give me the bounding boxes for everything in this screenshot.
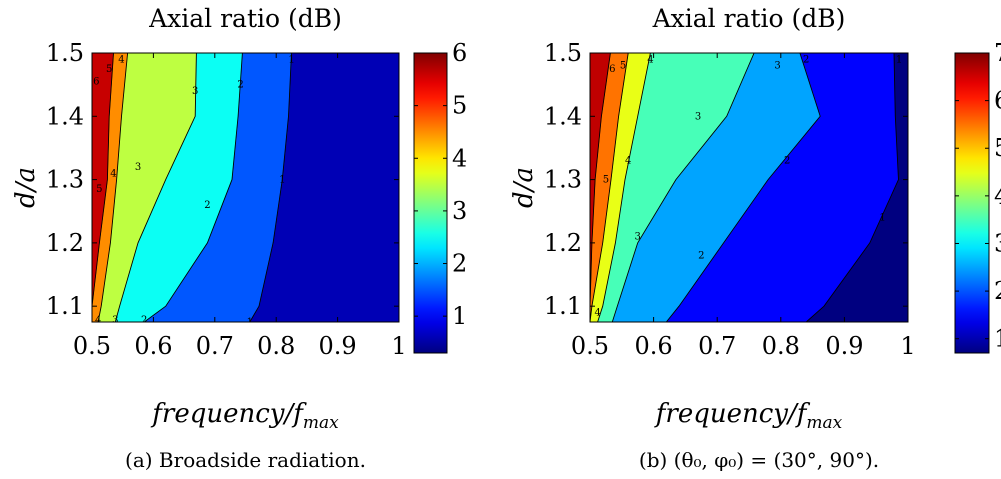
chart-title: Axial ratio (dB) [148, 4, 342, 33]
colorbar-tick-label: 1 [994, 325, 1001, 353]
contour-label: 3 [695, 111, 701, 122]
contour-label: 2 [237, 80, 243, 91]
x-tick-label: 0.9 [319, 332, 357, 360]
contour-line-1 [249, 53, 292, 322]
contour-label: 2 [141, 315, 147, 326]
chart-title: Axial ratio (dB) [652, 4, 846, 33]
y-tick-label: 1.5 [46, 39, 84, 67]
colorbar-tick-label: 6 [452, 39, 467, 67]
contour-label: 5 [106, 64, 112, 75]
colorbar-tick-label: 4 [994, 182, 1001, 210]
x-tick-label: 1 [391, 332, 406, 360]
contour-label: 1 [879, 213, 885, 224]
contour-label: 2 [204, 200, 210, 211]
contour-label: 5 [96, 184, 102, 195]
contour-label: 2 [784, 156, 790, 167]
x-axis-label: frequency/fmax [654, 399, 843, 433]
contour-label: 1 [288, 54, 294, 65]
y-tick-label: 1.1 [544, 292, 582, 320]
x-tick-label: 1 [900, 332, 915, 360]
contour-line-1 [805, 53, 899, 322]
y-tick-label: 1.4 [46, 102, 84, 130]
contour-label: 2 [698, 251, 704, 262]
contour-label: 1 [247, 317, 253, 328]
x-tick-label: 0.8 [762, 332, 800, 360]
x-axis-label: frequency/fmax [150, 399, 339, 433]
y-tick-label: 1.2 [544, 229, 582, 257]
contour-label: 3 [135, 162, 141, 173]
contour-line-3 [114, 53, 197, 322]
y-tick-label: 1.4 [544, 102, 582, 130]
colorbar-tick-label: 5 [994, 134, 1001, 162]
contour-label: 3 [192, 86, 198, 97]
colorbar-tick-label: 6 [994, 87, 1001, 115]
y-tick-label: 1.1 [46, 292, 84, 320]
x-tick-label: 0.5 [571, 332, 609, 360]
x-tick-label: 0.6 [635, 332, 673, 360]
x-tick-label: 0.8 [257, 332, 295, 360]
y-tick-label: 1.5 [544, 39, 582, 67]
contour-label: 3 [774, 61, 780, 72]
x-tick-label: 0.7 [196, 332, 234, 360]
contour-label: 1 [896, 54, 902, 65]
contour-line-4 [597, 53, 651, 322]
y-tick-label: 1.2 [46, 229, 84, 257]
x-tick-label: 0.5 [73, 332, 111, 360]
colorbar [413, 52, 448, 354]
contour-label: 1 [279, 175, 285, 186]
contour-line-5 [590, 53, 629, 322]
contour-label: 3 [112, 315, 118, 326]
x-tick-label: 0.9 [825, 332, 863, 360]
contour-label: 3 [635, 232, 641, 243]
y-axis-label: d/a [11, 167, 41, 208]
contour-label: 4 [95, 315, 101, 326]
contour-label: 4 [118, 54, 124, 65]
x-tick-label: 0.7 [698, 332, 736, 360]
colorbar-tick-label: 1 [452, 302, 467, 330]
contour-line-5 [92, 53, 114, 322]
colorbar-tick-label: 2 [994, 277, 1001, 305]
contour-label: 6 [93, 76, 99, 87]
contour-label: 4 [647, 54, 653, 65]
y-axis-label: d/a [509, 167, 539, 208]
plot-frame [91, 52, 400, 323]
contour-label: 2 [803, 54, 809, 65]
contour-label: 4 [594, 308, 600, 319]
colorbar-tick-label: 4 [452, 144, 467, 172]
colorbar-tick-label: 3 [452, 197, 467, 225]
colorbar-tick-label: 2 [452, 250, 467, 278]
contour-line-4 [97, 53, 129, 322]
contour-label: 4 [625, 156, 631, 167]
colorbar [954, 52, 990, 354]
colorbar-tick-label: 3 [994, 229, 1001, 257]
contour-line-2 [143, 53, 243, 322]
x-tick-label: 0.6 [134, 332, 172, 360]
plot-frame [589, 52, 909, 323]
contour-label: 4 [110, 168, 116, 179]
contour-label: 6 [609, 64, 615, 75]
colorbar-tick-label: 7 [994, 39, 1001, 67]
figure-caption: (b) (θ₀, φ₀) = (30°, 90°). [639, 448, 879, 472]
contour-label: 5 [603, 175, 609, 186]
contour-line-3 [611, 53, 755, 322]
colorbar-tick-label: 5 [452, 92, 467, 120]
y-tick-label: 1.3 [46, 166, 84, 194]
y-tick-label: 1.3 [544, 166, 582, 194]
contour-line-6 [590, 53, 611, 322]
contour-line-2 [665, 53, 821, 322]
figure-caption: (a) Broadside radiation. [125, 448, 366, 472]
contour-label: 5 [620, 61, 626, 72]
